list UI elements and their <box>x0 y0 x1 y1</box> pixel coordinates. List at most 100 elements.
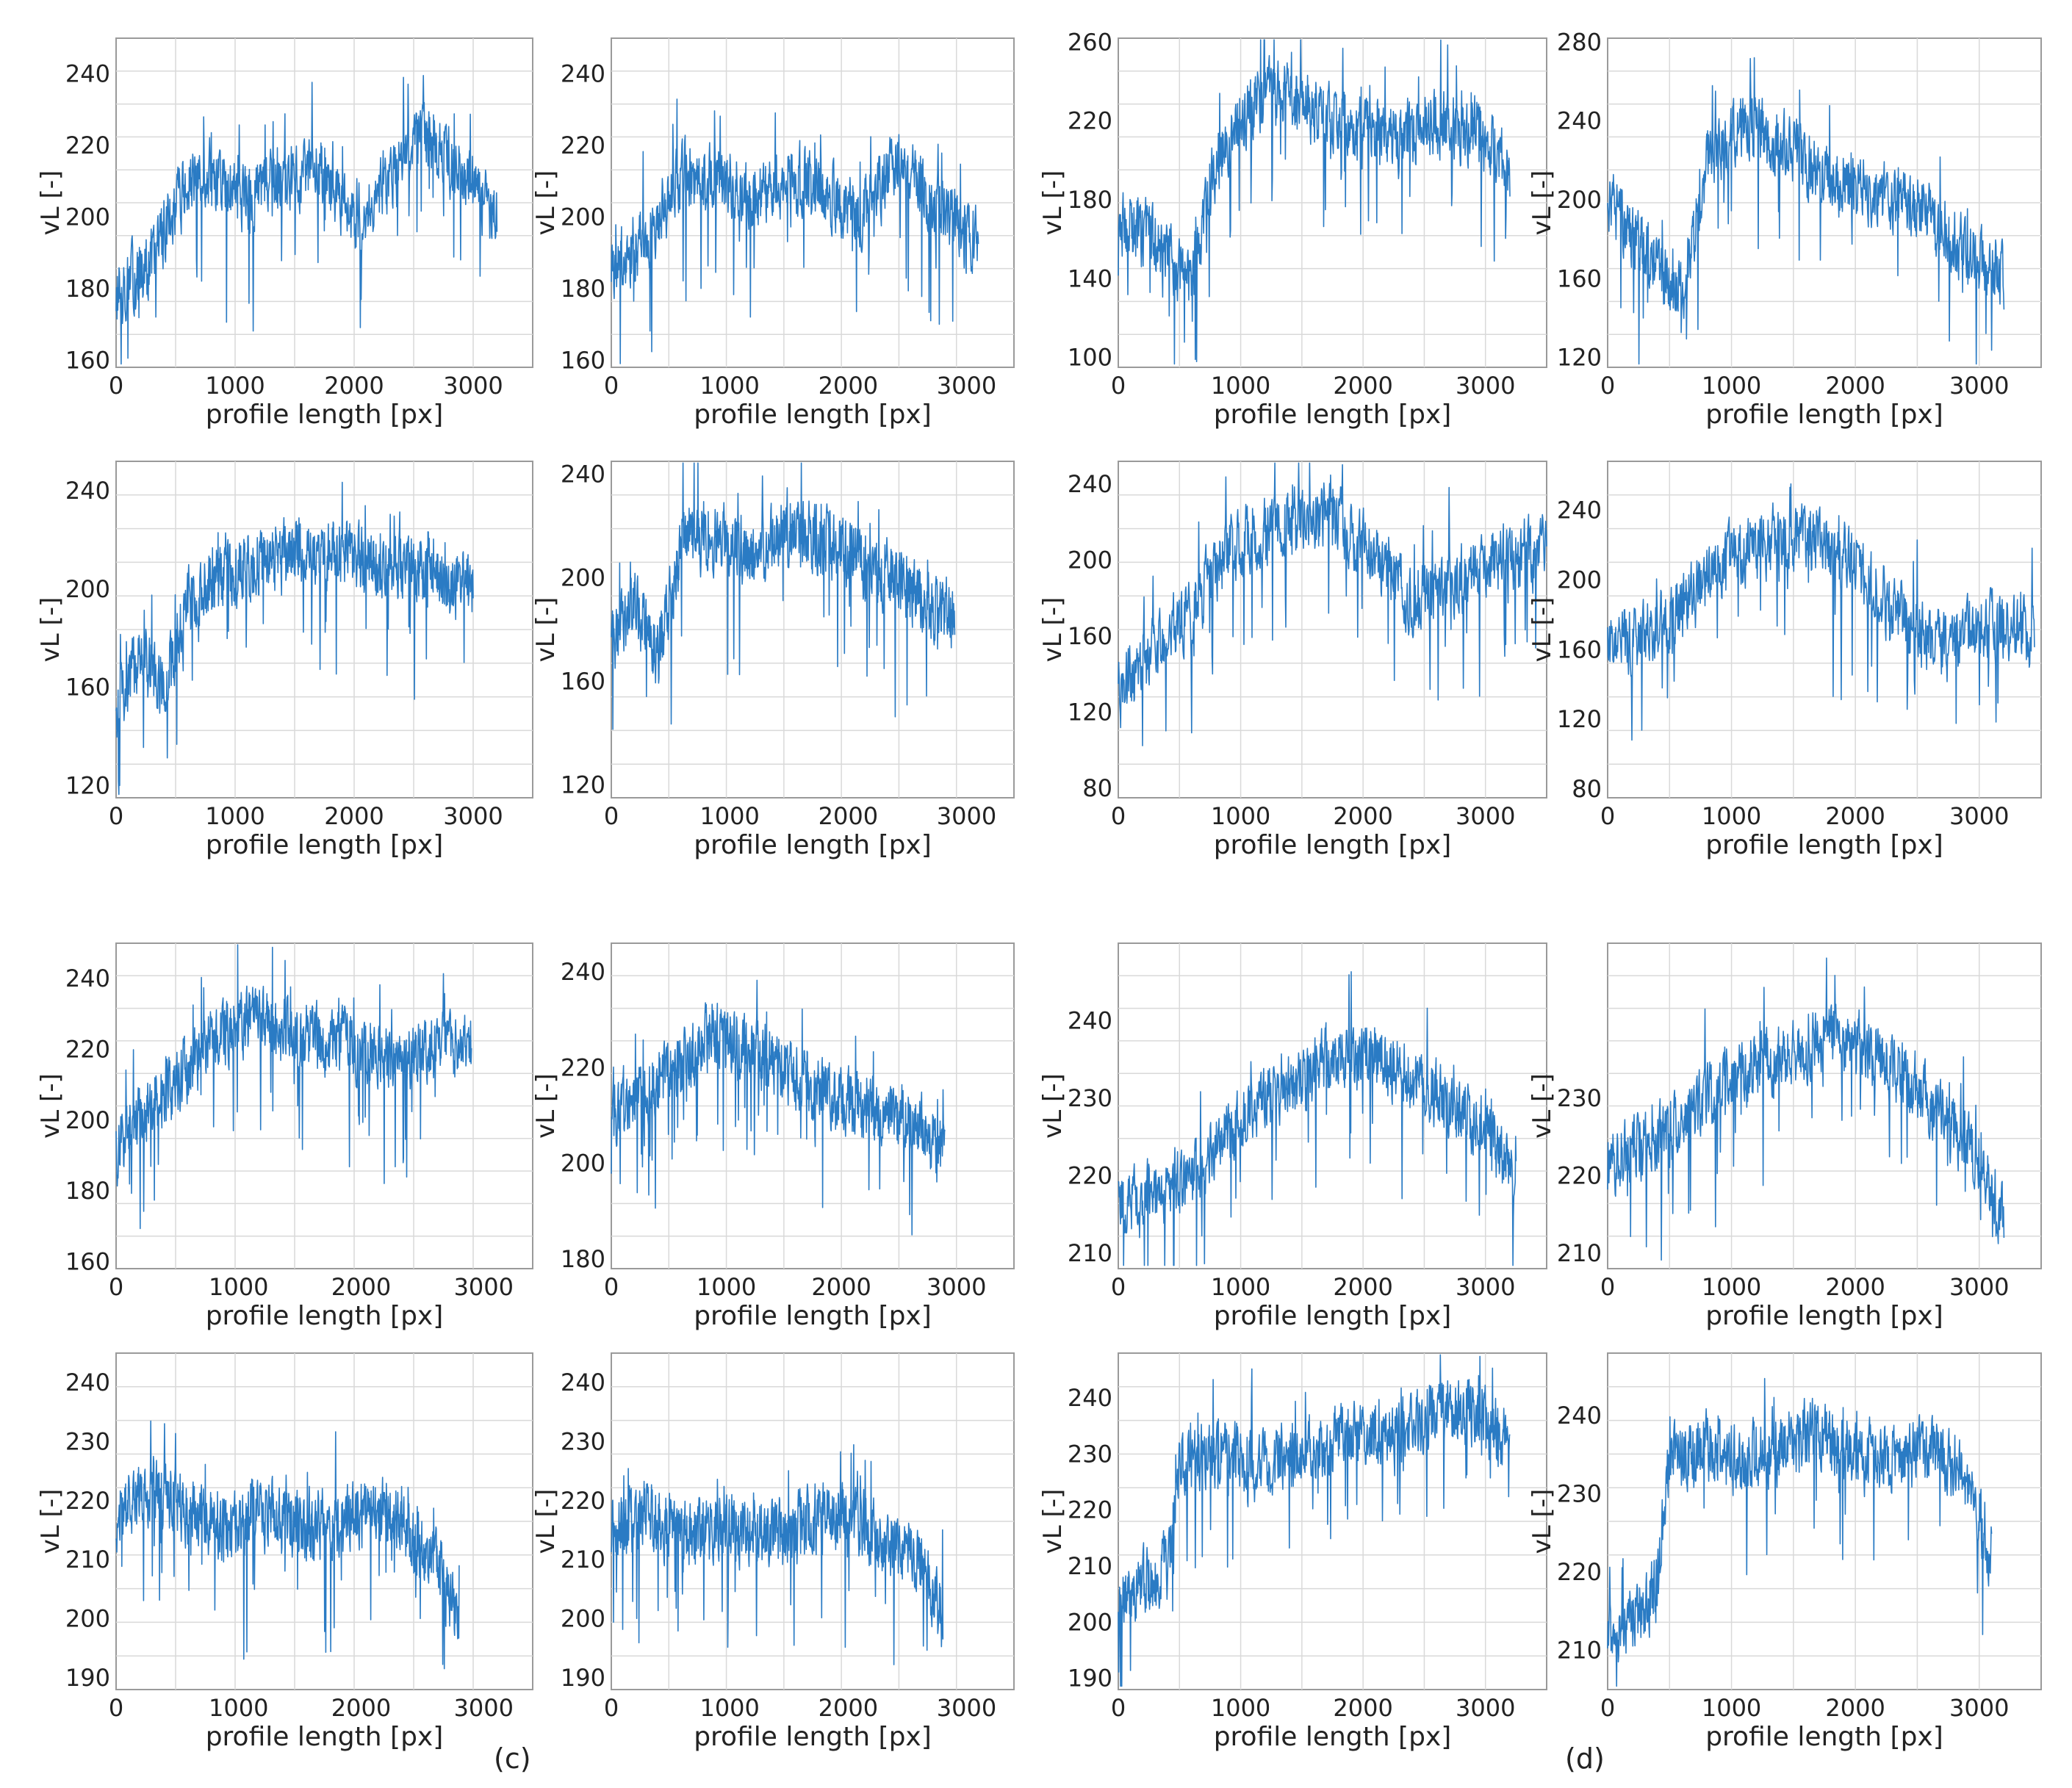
gridlines <box>1608 1353 2041 1690</box>
x-tick-label: 1000 <box>699 802 759 830</box>
y-tick-label: 120 <box>561 771 605 799</box>
y-tick-label: 200 <box>65 1605 110 1633</box>
y-axis-label: vL [-] <box>1038 1073 1068 1139</box>
y-tick-label: 180 <box>65 275 110 303</box>
y-tick-label: 80 <box>1572 775 1602 803</box>
y-axis-label: vL [-] <box>36 170 65 236</box>
profile-series-line <box>1607 1377 1993 1687</box>
x-tick-label: 0 <box>109 1694 123 1722</box>
y-tick-label: 240 <box>561 958 605 986</box>
y-tick-label: 220 <box>1557 1558 1602 1586</box>
profile-series-line <box>115 75 498 365</box>
profile-series-line <box>115 1420 460 1670</box>
x-axis-label: profile length [px] <box>1214 830 1452 860</box>
profile-series-line <box>1118 39 1511 365</box>
y-axis-label: vL [-] <box>1038 170 1068 236</box>
x-tick-label: 2000 <box>1333 372 1392 400</box>
x-tick-label: 1000 <box>1702 372 1761 400</box>
x-tick-label: 1000 <box>209 1694 268 1722</box>
x-tick-label: 2000 <box>1333 802 1392 830</box>
y-tick-label: 210 <box>1557 1239 1602 1267</box>
x-axis-label: profile length [px] <box>206 1301 444 1331</box>
y-tick-label: 240 <box>561 60 605 88</box>
y-tick-label: 100 <box>1068 344 1112 372</box>
y-tick-label: 220 <box>1068 1161 1112 1189</box>
y-tick-label: 190 <box>65 1664 110 1692</box>
y-tick-label: 200 <box>561 1605 605 1633</box>
y-axis-label: vL [-] <box>531 1489 561 1554</box>
x-tick-label: 1000 <box>1211 372 1270 400</box>
y-tick-label: 160 <box>561 346 605 374</box>
y-tick-label: 230 <box>1068 1440 1112 1468</box>
chart-panel-13: 190 200 210 220 230 240 0 1000 2000 3000 profile l… <box>36 1352 533 1752</box>
y-axis-label: vL [-] <box>1528 1489 1557 1554</box>
y-tick-label: 200 <box>65 575 110 603</box>
y-axis-label: vL [-] <box>1528 597 1557 663</box>
x-tick-label: 1000 <box>1702 1694 1761 1722</box>
y-tick-label: 220 <box>65 1035 110 1063</box>
y-axis-label: vL [-] <box>1038 597 1068 663</box>
y-tick-label: 220 <box>561 1053 605 1081</box>
x-tick-label: 0 <box>109 372 123 400</box>
y-tick-label: 200 <box>1557 566 1602 594</box>
gridlines <box>1608 38 2041 367</box>
y-tick-label: 220 <box>561 131 605 159</box>
y-tick-label: 80 <box>1082 774 1112 802</box>
x-tick-label: 3000 <box>1456 1273 1515 1301</box>
x-axis-label: profile length [px] <box>1705 830 1943 860</box>
y-tick-label: 200 <box>1068 547 1112 574</box>
y-tick-label: 160 <box>65 1247 110 1275</box>
y-tick-label: 120 <box>65 771 110 799</box>
x-tick-label: 3000 <box>937 802 996 830</box>
y-tick-label: 220 <box>1557 1161 1602 1189</box>
y-tick-label: 240 <box>1068 470 1112 498</box>
y-tick-label: 210 <box>1068 1552 1112 1580</box>
x-tick-label: 2000 <box>811 1273 871 1301</box>
x-axis-label: profile length [px] <box>1214 1722 1452 1752</box>
x-tick-label: 3000 <box>1949 372 2009 400</box>
y-tick-label: 260 <box>1068 28 1112 56</box>
x-tick-label: 0 <box>1111 1273 1126 1301</box>
y-tick-label: 200 <box>1068 1608 1112 1636</box>
x-tick-label: 2000 <box>324 372 384 400</box>
x-tick-label: 1000 <box>1211 802 1270 830</box>
y-tick-label: 240 <box>561 1369 605 1396</box>
y-tick-label: 240 <box>65 477 110 505</box>
x-tick-label: 0 <box>109 802 123 830</box>
y-axis-label: vL [-] <box>36 597 65 663</box>
x-tick-label: 1000 <box>1211 1694 1270 1722</box>
x-tick-label: 3000 <box>1456 372 1515 400</box>
profile-series-line <box>115 944 472 1230</box>
x-tick-label: 1000 <box>1211 1273 1270 1301</box>
y-tick-label: 230 <box>1557 1084 1602 1112</box>
x-axis-label: profile length [px] <box>206 1722 444 1752</box>
gridlines <box>116 943 533 1269</box>
profile-series-line <box>1118 1354 1511 1687</box>
y-tick-label: 240 <box>1068 1384 1112 1412</box>
x-tick-label: 3000 <box>1456 802 1515 830</box>
y-tick-label: 160 <box>65 346 110 374</box>
y-tick-label: 120 <box>1557 705 1602 733</box>
y-tick-label: 200 <box>561 203 605 231</box>
x-axis-label: profile length [px] <box>1705 1722 1943 1752</box>
y-tick-label: 200 <box>561 1150 605 1178</box>
x-axis-label: profile length [px] <box>694 1301 932 1331</box>
y-tick-label: 220 <box>561 1487 605 1515</box>
y-tick-label: 240 <box>65 1369 110 1396</box>
x-axis-label: profile length [px] <box>1214 400 1452 430</box>
x-tick-label: 3000 <box>443 372 503 400</box>
y-tick-label: 160 <box>1068 622 1112 650</box>
x-axis-label: profile length [px] <box>1705 1301 1943 1331</box>
y-tick-label: 240 <box>65 60 110 88</box>
x-tick-label: 1000 <box>205 372 265 400</box>
y-tick-label: 160 <box>1557 635 1602 663</box>
